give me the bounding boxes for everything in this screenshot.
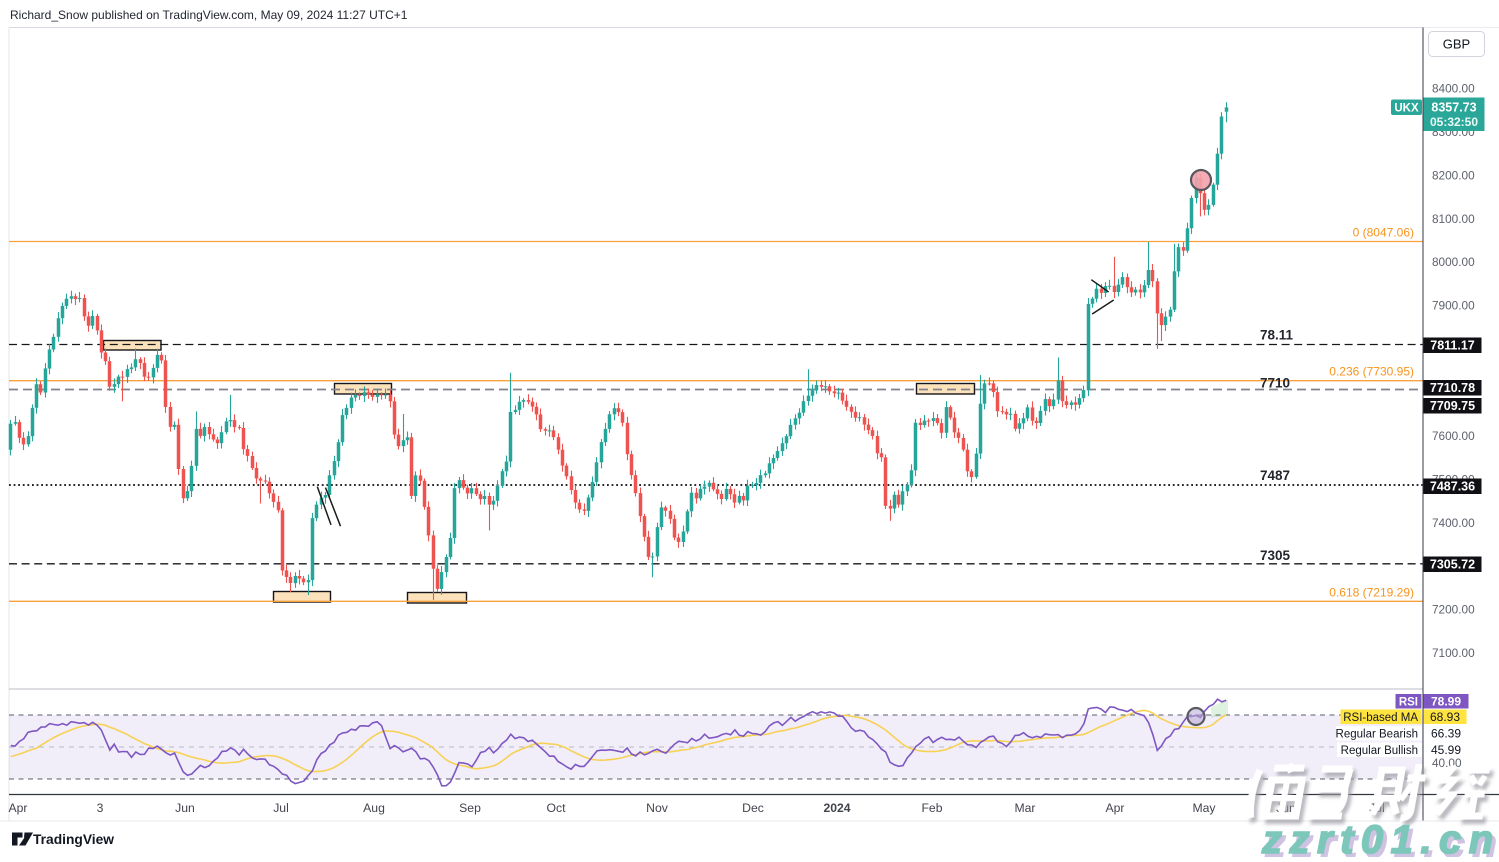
svg-text:8357.73: 8357.73	[1431, 101, 1476, 115]
svg-text:7710: 7710	[1260, 376, 1290, 391]
svg-text:8400.00: 8400.00	[1432, 82, 1475, 96]
svg-text:7709.75: 7709.75	[1430, 399, 1475, 413]
svg-text:zzrt01.cn: zzrt01.cn	[1261, 818, 1499, 857]
svg-text:RSI-based MA: RSI-based MA	[1343, 712, 1418, 724]
svg-text:Feb: Feb	[921, 801, 942, 815]
svg-text:GBP: GBP	[1443, 37, 1470, 52]
svg-text:78.99: 78.99	[1431, 695, 1461, 709]
svg-text:7487.36: 7487.36	[1430, 480, 1475, 494]
svg-text:7811.17: 7811.17	[1430, 339, 1475, 353]
svg-text:7710.78: 7710.78	[1430, 381, 1475, 395]
svg-text:0 (8047.06): 0 (8047.06)	[1353, 226, 1414, 240]
svg-text:Mar: Mar	[1015, 801, 1036, 815]
svg-text:0.236 (7730.95): 0.236 (7730.95)	[1329, 365, 1414, 379]
svg-text:7400.00: 7400.00	[1432, 516, 1475, 530]
svg-text:Richard_Snow published on Trad: Richard_Snow published on TradingView.co…	[10, 8, 408, 22]
svg-text:45.99: 45.99	[1431, 743, 1461, 757]
svg-text:7305.72: 7305.72	[1430, 558, 1475, 572]
svg-text:Dec: Dec	[742, 801, 764, 815]
svg-text:8200.00: 8200.00	[1432, 168, 1475, 182]
svg-text:RSI: RSI	[1399, 697, 1418, 709]
svg-text:Regular Bearish: Regular Bearish	[1336, 729, 1418, 741]
svg-text:8100.00: 8100.00	[1432, 212, 1475, 226]
svg-text:May: May	[1192, 801, 1216, 815]
svg-text:78.11: 78.11	[1260, 328, 1294, 343]
svg-text:TradingView: TradingView	[33, 832, 114, 847]
svg-text:Aug: Aug	[363, 801, 385, 815]
svg-text:Nov: Nov	[646, 801, 669, 815]
svg-text:UKX: UKX	[1394, 103, 1419, 115]
svg-text:Jul: Jul	[273, 801, 289, 815]
svg-text:Sep: Sep	[459, 801, 481, 815]
svg-text:7600.00: 7600.00	[1432, 429, 1475, 443]
svg-text:2024: 2024	[823, 801, 850, 815]
svg-text:05:32:50: 05:32:50	[1430, 115, 1478, 129]
svg-text:7487: 7487	[1260, 468, 1290, 483]
svg-text:Apr: Apr	[1106, 801, 1125, 815]
svg-text:Apr: Apr	[9, 801, 28, 815]
svg-text:68.93: 68.93	[1430, 710, 1460, 724]
svg-text:7305: 7305	[1260, 548, 1291, 563]
svg-text:8000.00: 8000.00	[1432, 255, 1475, 269]
svg-text:7200.00: 7200.00	[1432, 603, 1475, 617]
svg-text:7100.00: 7100.00	[1432, 646, 1475, 660]
svg-text:66.39: 66.39	[1431, 727, 1461, 741]
svg-text:Regular Bullish: Regular Bullish	[1341, 745, 1418, 757]
svg-text:Jun: Jun	[175, 801, 195, 815]
svg-text:0.618 (7219.29): 0.618 (7219.29)	[1329, 586, 1414, 600]
svg-text:7900.00: 7900.00	[1432, 299, 1475, 313]
svg-text:Oct: Oct	[547, 801, 567, 815]
svg-text:40.00: 40.00	[1432, 756, 1462, 770]
svg-text:3: 3	[97, 801, 104, 815]
